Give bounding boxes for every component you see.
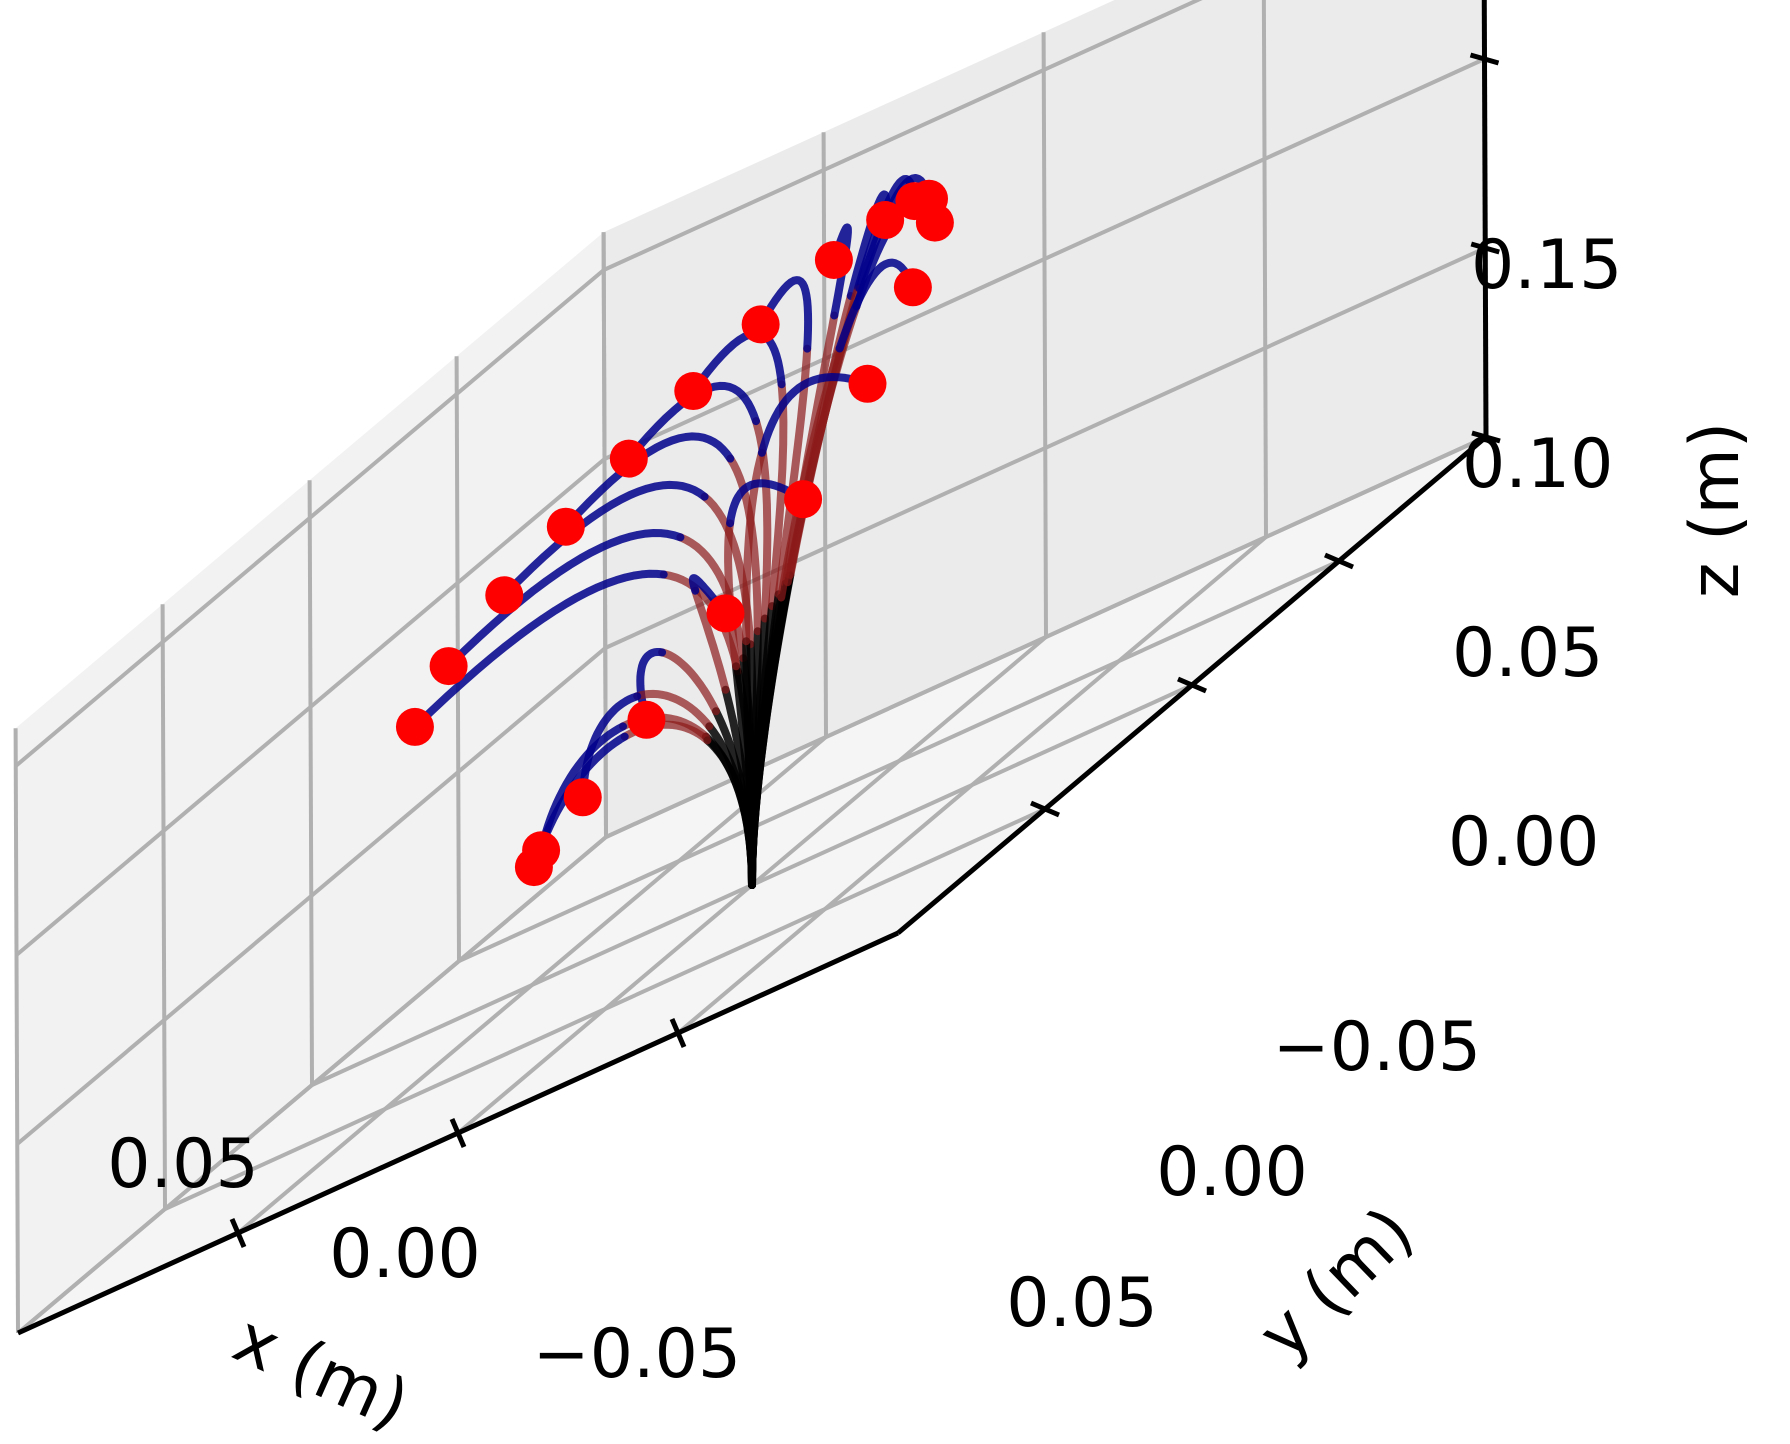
y-tick-label: 0.05 bbox=[1006, 1264, 1157, 1343]
series-segment-tip bbox=[500, 480, 709, 600]
series-segment-tip bbox=[444, 529, 685, 671]
grid-line bbox=[821, 132, 828, 738]
series-segment-tip bbox=[757, 373, 872, 457]
x-axis-label: x (m) bbox=[222, 1300, 420, 1444]
series-segment-mid bbox=[676, 533, 748, 663]
tip-marker bbox=[814, 241, 853, 279]
series-segment-tip bbox=[624, 381, 760, 463]
tip-marker bbox=[627, 700, 666, 739]
y-tick-mark bbox=[1030, 800, 1060, 818]
grid-line bbox=[15, 646, 607, 1146]
series-curves bbox=[410, 174, 939, 889]
y-axis-label: y (m) bbox=[1244, 1192, 1429, 1375]
y-tick-mark bbox=[1177, 676, 1207, 694]
grid-line bbox=[164, 807, 1046, 1211]
series-segment-tip bbox=[835, 258, 917, 353]
grid-line bbox=[602, 0, 1203, 272]
grid-line bbox=[160, 604, 167, 1210]
x-tick-mark bbox=[449, 1118, 467, 1148]
z-tick-label: 0.05 bbox=[1452, 614, 1603, 693]
tip-marker bbox=[514, 848, 553, 887]
y-tick-label: 0.00 bbox=[1156, 1133, 1307, 1212]
grid-line bbox=[604, 246, 1487, 650]
tip-marker bbox=[395, 707, 434, 746]
z-axis-line bbox=[1481, 0, 1489, 438]
grid-line bbox=[1261, 0, 1268, 538]
z-tick-label: 0.00 bbox=[1448, 803, 1599, 882]
grid-line bbox=[307, 480, 314, 1086]
tip-marker bbox=[866, 201, 905, 240]
series-segment-mid bbox=[724, 519, 740, 671]
series-segment-tip bbox=[410, 569, 668, 731]
y-tick-label: −0.05 bbox=[1273, 1008, 1481, 1087]
y-tick-mark bbox=[1324, 552, 1354, 570]
tip-marker bbox=[915, 203, 954, 242]
grid-line bbox=[13, 728, 20, 1334]
series-segment-tip bbox=[726, 479, 808, 528]
series-segment-mid bbox=[658, 648, 720, 716]
x-tick-label: 0.05 bbox=[107, 1125, 258, 1204]
x-tick-mark bbox=[669, 1018, 687, 1048]
series-segment-tip bbox=[756, 276, 813, 353]
tip-marker bbox=[674, 372, 713, 411]
axis-lines bbox=[16, 0, 1501, 1336]
z-tick-mark bbox=[1469, 52, 1500, 66]
z-axis-label: z (m) bbox=[1676, 422, 1755, 599]
series-segment-mid bbox=[768, 380, 788, 611]
tip-marker bbox=[429, 647, 468, 686]
tip-marker bbox=[848, 364, 887, 403]
grid-line bbox=[15, 457, 606, 957]
tip-marker bbox=[741, 305, 780, 344]
series-segment-mid bbox=[777, 344, 844, 602]
tip-marker bbox=[784, 480, 823, 519]
x-tick-label: −0.05 bbox=[533, 1315, 741, 1394]
x-tick-mark bbox=[229, 1218, 247, 1248]
tip-marker bbox=[609, 439, 648, 478]
series-segment-mid bbox=[633, 689, 714, 731]
tip-marker bbox=[893, 268, 932, 307]
tip-marker bbox=[706, 594, 745, 633]
x-tick-label: 0.00 bbox=[329, 1215, 480, 1294]
grid-line bbox=[16, 835, 608, 1335]
grid-line bbox=[458, 559, 1340, 963]
tip-marker bbox=[563, 778, 602, 817]
tip-markers bbox=[395, 179, 954, 887]
tip-marker bbox=[546, 507, 585, 546]
z-tick-label: 0.10 bbox=[1462, 425, 1613, 504]
series-segment-tip bbox=[561, 432, 735, 531]
grid-line bbox=[603, 57, 1486, 461]
series-segment-tip bbox=[688, 574, 730, 618]
z-tick-mark bbox=[1471, 430, 1501, 444]
series-segment-mid bbox=[742, 448, 766, 646]
grid-line bbox=[1041, 32, 1048, 638]
series-segment-tip bbox=[829, 223, 852, 320]
z-tick-mark bbox=[1470, 241, 1500, 255]
series-segment-base bbox=[703, 736, 756, 889]
series-segment-mid bbox=[691, 586, 730, 694]
grid-line bbox=[14, 268, 606, 768]
tip-marker bbox=[485, 576, 524, 615]
z-tick-label: 0.15 bbox=[1471, 226, 1622, 305]
